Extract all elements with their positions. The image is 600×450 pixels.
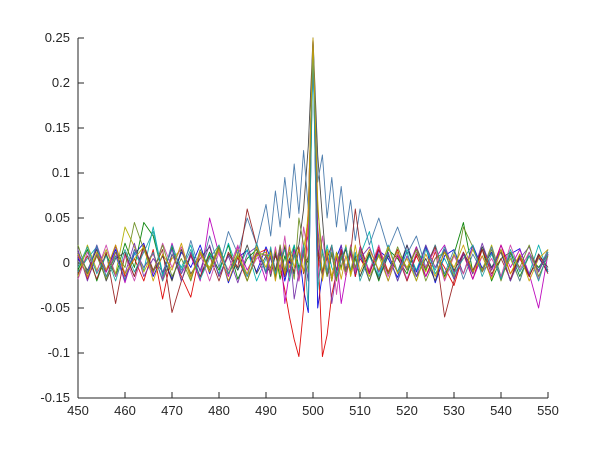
series-line-blue	[77, 37, 549, 313]
x-tick-label: 540	[490, 403, 512, 418]
series-line-olivegreen	[77, 46, 549, 282]
series-line-olive	[77, 46, 549, 282]
series-line-darkred	[77, 51, 549, 318]
x-tick-label: 550	[537, 403, 559, 418]
y-tick-label: -0.05	[40, 300, 70, 315]
series-line-teal	[77, 51, 549, 309]
series-line-green	[77, 46, 549, 282]
y-tick-label: -0.15	[40, 390, 70, 405]
x-tick-label: 510	[349, 403, 371, 418]
series-line-cyan	[77, 55, 549, 282]
series-line-gold	[77, 37, 549, 282]
y-tick-label: 0.05	[45, 210, 70, 225]
x-tick-label: 470	[161, 403, 183, 418]
x-tick-label: 490	[255, 403, 277, 418]
x-tick-label: 450	[67, 403, 89, 418]
y-tick-label: 0.1	[52, 165, 70, 180]
y-tick-label: -0.1	[48, 345, 70, 360]
y-tick-label: 0.15	[45, 120, 70, 135]
x-tick-label: 530	[443, 403, 465, 418]
x-tick-label: 500	[302, 403, 324, 418]
x-tick-label: 480	[208, 403, 230, 418]
y-tick-label: 0	[63, 255, 70, 270]
x-tick-label: 520	[396, 403, 418, 418]
x-tick-label: 460	[114, 403, 136, 418]
series-line-red	[77, 37, 549, 358]
y-tick-label: 0.25	[45, 30, 70, 45]
y-tick-label: 0.2	[52, 75, 70, 90]
